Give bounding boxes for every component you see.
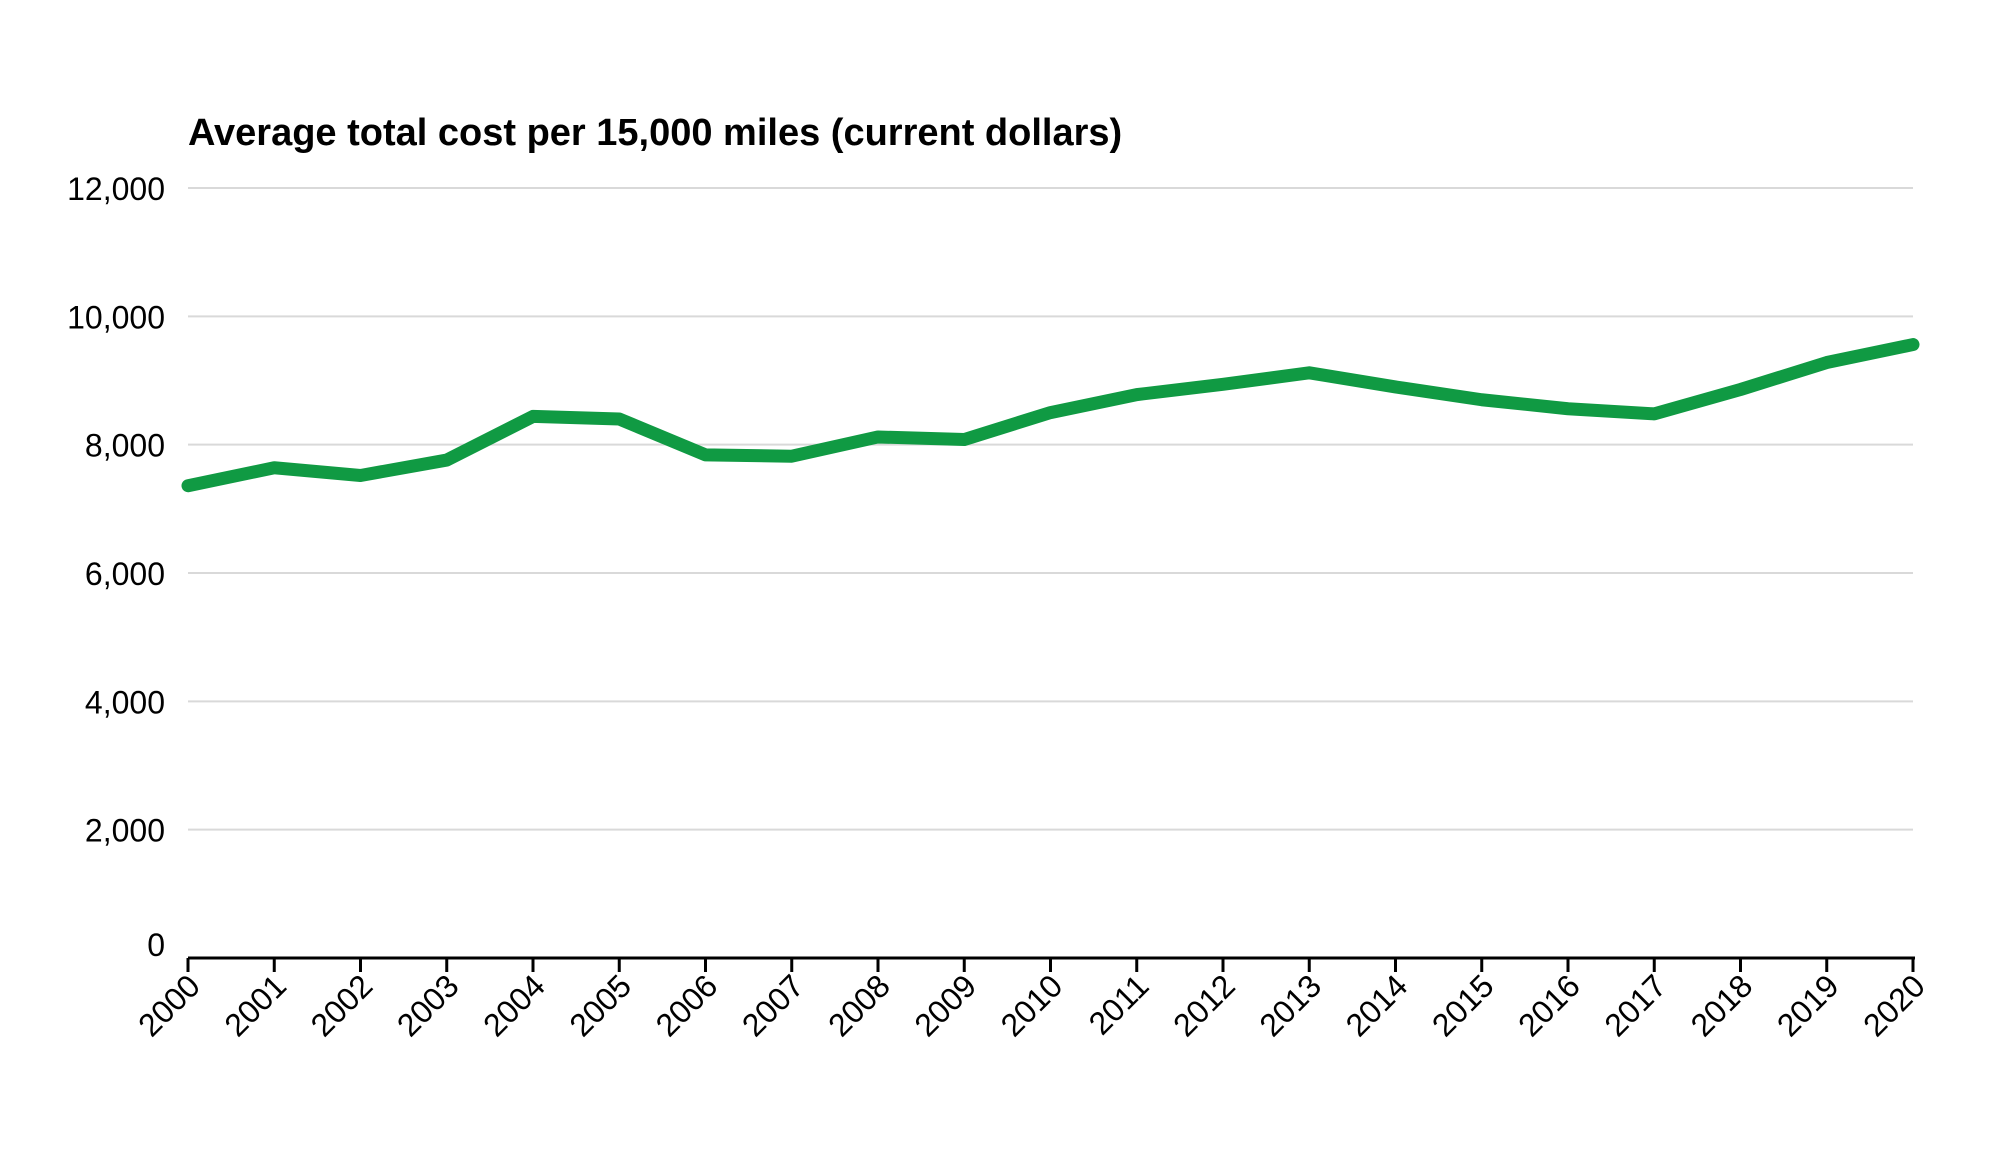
x-tick-label: 2002 [304, 967, 380, 1043]
x-tick-label: 2016 [1511, 967, 1587, 1043]
y-tick-label: 0 [147, 927, 165, 963]
y-axis: 0 2,000 4,000 6,000 8,000 10,000 12,000 [67, 171, 165, 963]
y-tick-label: 8,000 [85, 428, 165, 464]
x-tick-label: 2015 [1425, 967, 1501, 1043]
x-tick-label: 2010 [994, 967, 1070, 1043]
x-tick-label: 2014 [1339, 967, 1415, 1043]
x-tick-label: 2017 [1597, 967, 1673, 1043]
x-tick-label: 2008 [821, 967, 897, 1043]
x-tick-label: 2013 [1252, 967, 1328, 1043]
y-tick-label: 6,000 [85, 556, 165, 592]
x-tick-label: 2020 [1856, 967, 1932, 1043]
x-axis: 2000 2001 2002 2003 2004 2005 2006 2007 2008 2009… [131, 956, 1932, 1043]
x-tick-label: 2006 [649, 967, 725, 1043]
x-tick-label: 2005 [562, 967, 638, 1043]
y-tick-label: 4,000 [85, 684, 165, 720]
x-tick-label: 2000 [131, 967, 207, 1043]
y-tick-label: 10,000 [67, 299, 165, 335]
x-tick-label: 2012 [1166, 967, 1242, 1043]
series-line [181, 338, 1920, 493]
series-group [181, 338, 1920, 493]
x-tick-label: 2011 [1082, 967, 1156, 1041]
y-tick-label: 2,000 [85, 813, 165, 849]
x-tick-label: 2003 [390, 967, 466, 1043]
x-tick-label: 2018 [1684, 967, 1760, 1043]
x-tick-label: 2004 [476, 967, 552, 1043]
chart-title: Average total cost per 15,000 miles (cur… [188, 112, 1122, 154]
x-tick-label: 2019 [1770, 967, 1846, 1043]
x-tick-label: 2001 [217, 967, 293, 1043]
x-tick-label: 2009 [907, 967, 983, 1043]
y-tick-label: 12,000 [67, 171, 165, 207]
gridlines [188, 187, 1913, 831]
x-tick-label: 2007 [735, 967, 811, 1043]
